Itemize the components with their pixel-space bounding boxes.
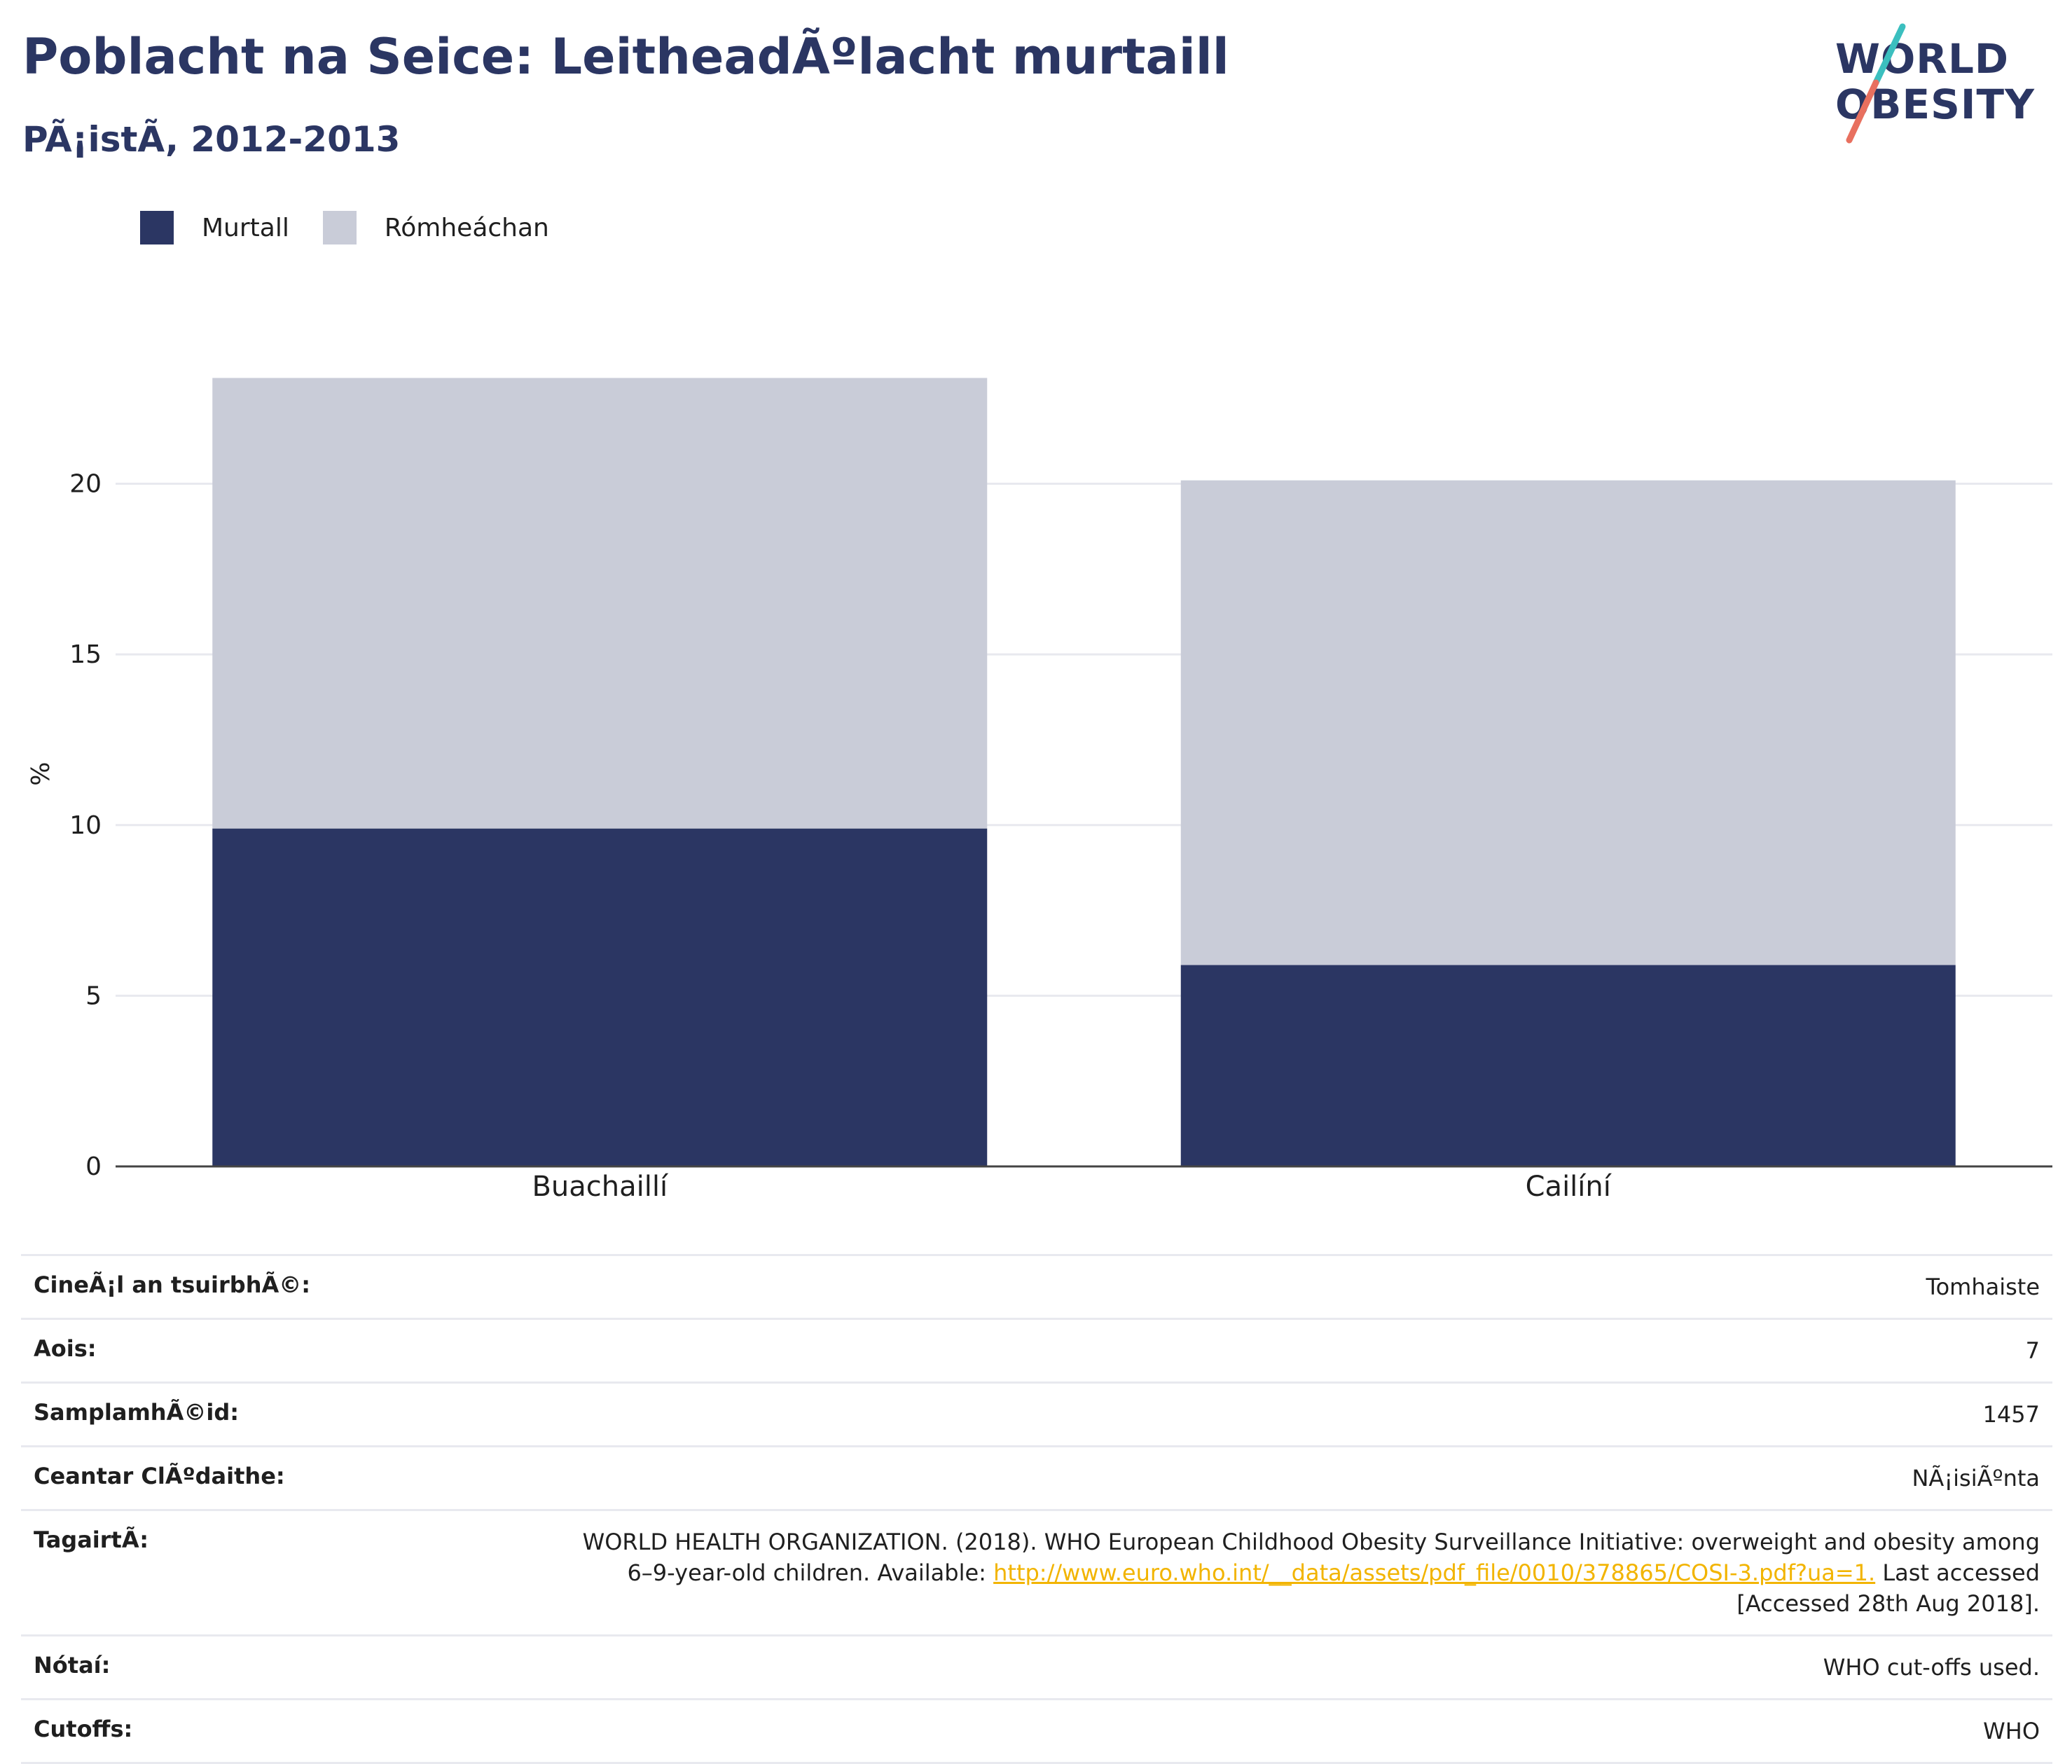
legend-label-obese: Murtall <box>202 213 289 242</box>
reference-value: WORLD HEALTH ORGANIZATION. (2018). WHO E… <box>365 1510 2052 1636</box>
y-tick-label: 20 <box>69 470 102 499</box>
reference-text-line3: [Accessed 28th Aug 2018]. <box>1736 1590 2040 1617</box>
reference-text-line2: 6–9-year-old children. Available: <box>627 1559 994 1586</box>
info-value: Tomhaiste <box>1926 1274 2040 1300</box>
y-tick-label: 10 <box>69 811 102 840</box>
info-value: NÃ¡isiÃºnta <box>1912 1465 2040 1491</box>
reference-link[interactable]: http://www.euro.who.int/__data/assets/pd… <box>993 1559 1876 1586</box>
info-value: 7 <box>2025 1337 2040 1364</box>
bar-overweight <box>1180 480 1956 965</box>
chart-subtitle: PÃ¡istÃ, 2012-2013 <box>22 119 401 160</box>
chart-legend: Murtall Rómheáchan <box>140 210 583 245</box>
info-row-sample-size: SamplamhÃ©id: 1457 <box>21 1382 2052 1447</box>
legend-label-overweight: Rómheáchan <box>384 213 549 242</box>
bar-chart: 0 5 10 15 20% Buachaillí Cailíní <box>27 378 2052 1203</box>
legend-swatch-overweight <box>322 211 357 244</box>
info-row-area-covered: Ceantar ClÃºdaithe: NÃ¡isiÃºnta <box>21 1446 2052 1510</box>
bar-obese <box>1180 965 1956 1166</box>
y-tick-label: 0 <box>85 1152 102 1181</box>
info-key: Cutoffs: <box>34 1716 133 1742</box>
y-tick-label: 15 <box>69 640 102 669</box>
info-key: CineÃ¡l an tsuirbhÃ©: <box>34 1272 311 1298</box>
world-obesity-logo: WORLD OBESITY <box>1821 21 2059 147</box>
info-value: WHO cut-offs used. <box>1823 1654 2040 1681</box>
info-key: Ceantar ClÃºdaithe: <box>34 1463 285 1489</box>
info-key: Aois: <box>34 1335 97 1362</box>
y-tick-label: 5 <box>85 981 102 1010</box>
info-row-age: Aois: 7 <box>21 1318 2052 1383</box>
bar-overweight <box>212 378 988 829</box>
reference-text-line2-end: Last accessed <box>1875 1559 2040 1586</box>
logo-text-line1: WORLD <box>1835 35 2010 83</box>
info-row-survey-type: CineÃ¡l an tsuirbhÃ©: Tomhaiste <box>21 1255 2052 1319</box>
legend-item-overweight[interactable]: Rómheáchan <box>322 211 549 244</box>
chart-title: Poblacht na Seice: LeitheadÃºlacht murta… <box>22 28 1229 85</box>
legend-swatch-obese <box>140 211 174 244</box>
x-category-label: Cailíní <box>1526 1171 1612 1203</box>
x-category-label: Buachaillí <box>532 1171 669 1203</box>
y-axis-title: % <box>27 762 55 786</box>
bar-obese <box>212 828 988 1166</box>
survey-info-table: CineÃ¡l an tsuirbhÃ©: Tomhaiste Aois: 7 … <box>21 1254 2052 1764</box>
info-value: 1457 <box>1982 1401 2040 1428</box>
info-row-reference: TagairtÃ: WORLD HEALTH ORGANIZATION. (20… <box>21 1510 2052 1636</box>
reference-text-line1: WORLD HEALTH ORGANIZATION. (2018). WHO E… <box>582 1529 2040 1555</box>
info-key: TagairtÃ: <box>34 1527 149 1553</box>
info-key: Nótaí: <box>34 1652 111 1679</box>
info-value: WHO <box>1983 1718 2040 1744</box>
info-row-notes: Nótaí: WHO cut-offs used. <box>21 1635 2052 1700</box>
info-key: SamplamhÃ©id: <box>34 1399 240 1426</box>
logo-slash-icon <box>1846 23 1906 144</box>
legend-item-obese[interactable]: Murtall <box>140 211 289 244</box>
